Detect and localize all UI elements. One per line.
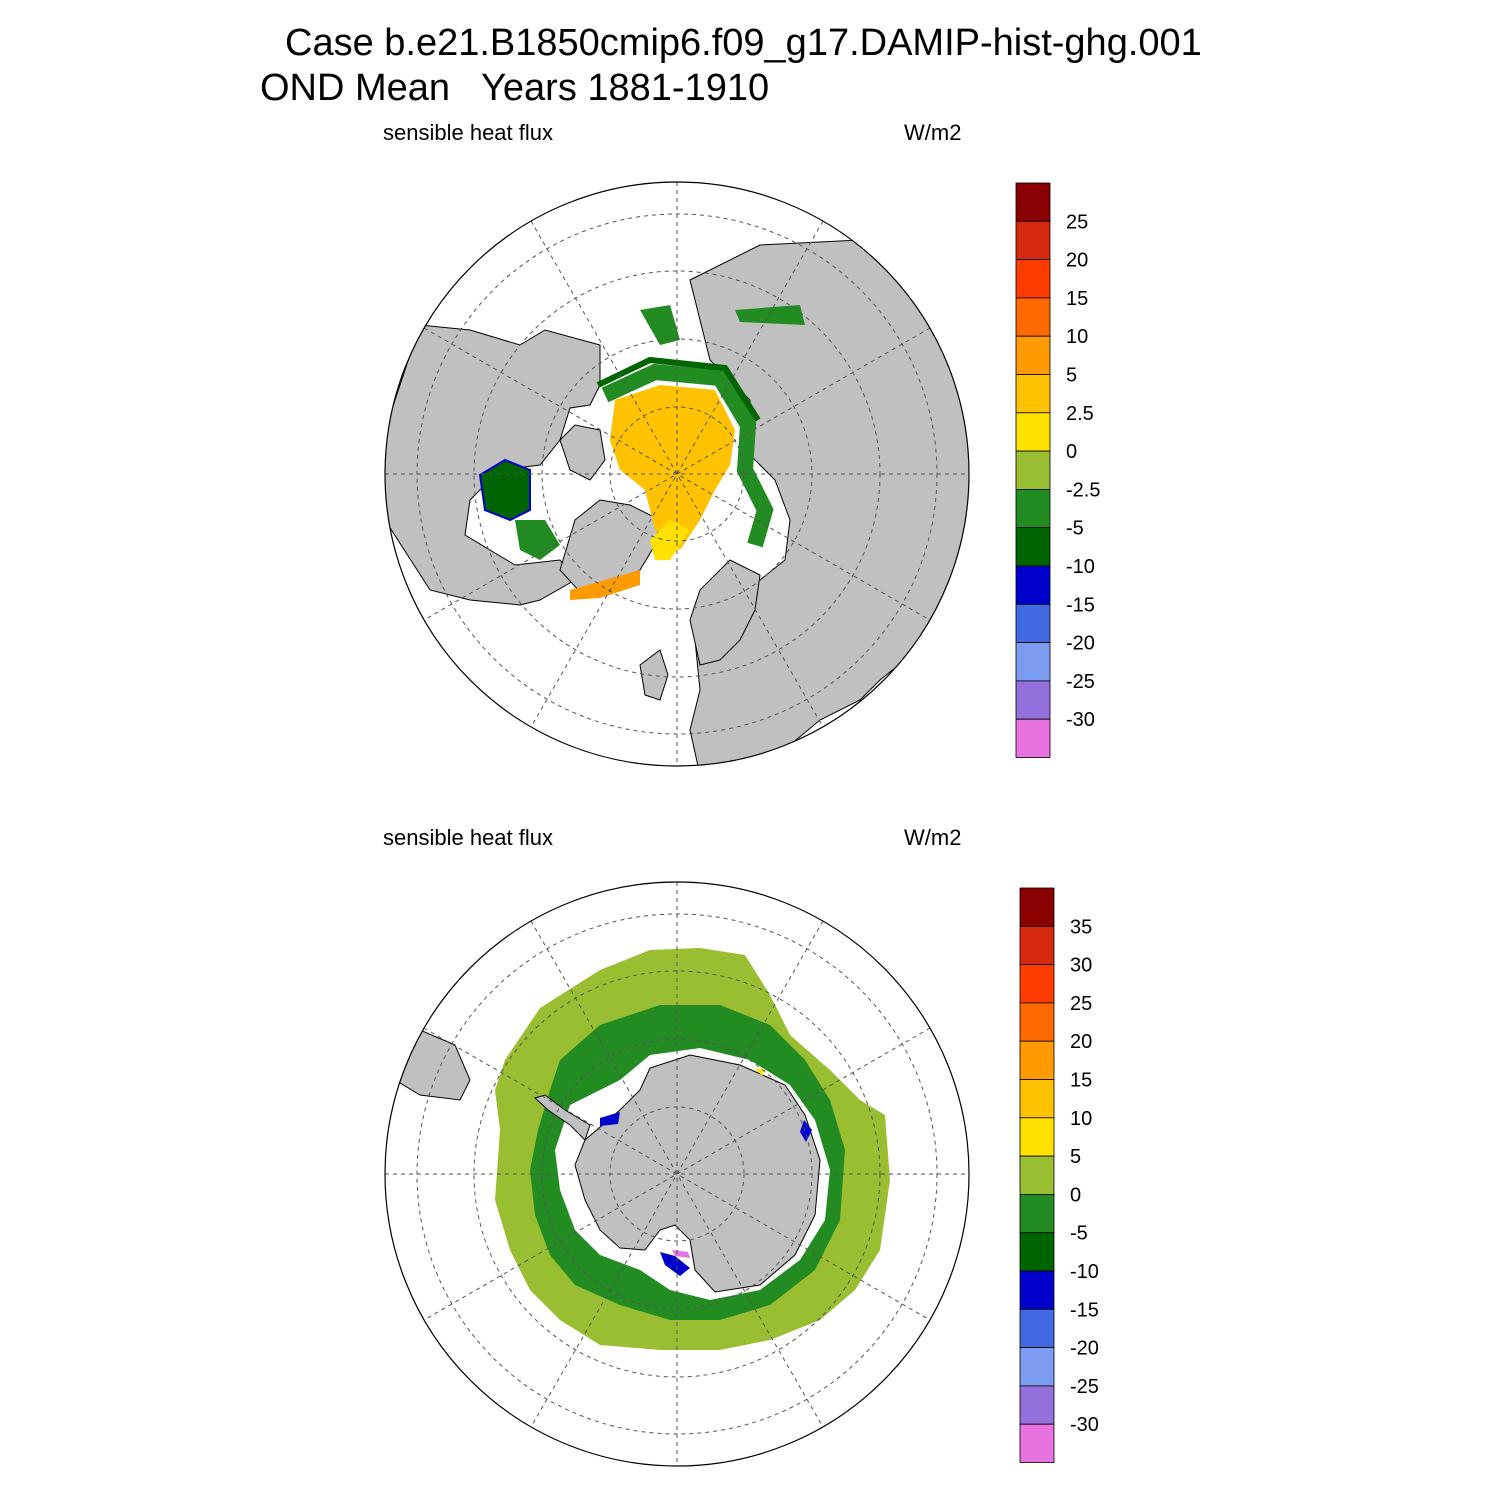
south-colorbar-swatch [1019,1002,1055,1042]
south-colorbar-swatch [1019,887,1055,927]
north-colorbar-swatch [1015,718,1051,758]
north-colorbar-swatch [1015,220,1051,261]
north-colorbar-tick-label: -5 [1066,518,1084,540]
south-colorbar-swatch [1019,1155,1055,1195]
south-colorbar-swatch [1019,1270,1055,1310]
south-colorbar-tick-label: 35 [1070,916,1092,938]
figure-title-period: OND Mean Years 1881-1910 [260,67,769,109]
north-colorbar-tick-label: 15 [1066,288,1088,310]
north-colorbar-tick-label: -15 [1066,594,1095,616]
north-flux-hudson-bay [478,458,531,522]
north-colorbar-swatch [1015,680,1051,720]
north-colorbar-swatch [1015,527,1051,567]
north-colorbar-tick-label: -10 [1066,556,1095,578]
north-colorbar-swatch [1015,565,1051,605]
north-colorbar-swatch [1015,297,1051,337]
north-flux-bering-strip [735,305,805,325]
south-land-peninsula [534,1094,591,1141]
south-units-label: W/m2 [904,825,961,850]
north-colorbar-tick-label: 10 [1066,326,1088,348]
north-colorbar-tick-label: 0 [1066,441,1077,463]
north-colorbar-tick-label: -2.5 [1066,479,1100,501]
south-flux-east-polynya [800,1120,812,1142]
north-units-label: W/m2 [904,120,961,145]
south-colorbar-swatch [1019,1347,1055,1387]
north-colorbar-swatch [1015,642,1051,682]
north-colorbar-tick-label: 2.5 [1066,403,1094,425]
south-colorbar-swatch [1019,1079,1055,1119]
north-colorbar-swatch [1015,488,1051,529]
north-colorbar-tick-label: 20 [1066,250,1088,272]
south-variable-label: sensible heat flux [383,825,553,850]
north-colorbar-tick-label: -30 [1066,709,1095,731]
north-colorbar-swatch [1015,450,1051,490]
south-colorbar-swatch [1019,1385,1055,1425]
north-land-british-isles [639,649,669,701]
north-colorbar: 25 20 15 10 5 2.5 0 -2.5 -5 -10 -15 -20 -25 -30 [1015,182,1100,758]
north-flux-arctic-positive [610,385,735,550]
north-flux-arctic-ring [601,363,774,548]
south-flux-ross-polynya [660,1252,690,1276]
north-flux-arctic-ring-outer [596,356,761,422]
south-colorbar-tick-label: -30 [1070,1414,1099,1436]
south-colorbar-tick-label: 20 [1070,1031,1092,1053]
north-variable-label: sensible heat flux [383,120,553,145]
south-colorbar-tick-label: -25 [1070,1376,1099,1398]
south-colorbar-swatch [1019,1232,1055,1272]
north-map-border [384,181,970,767]
south-flux-weddell-polynya [600,1112,620,1126]
south-colorbar-swatch [1019,1117,1055,1157]
north-colorbar-swatch [1015,182,1051,222]
north-flux-greenland-coast [570,570,640,600]
south-colorbar-swatch [1019,1040,1055,1080]
south-colorbar-tick-label: -20 [1070,1338,1099,1360]
north-graticule [385,182,969,766]
south-colorbar-tick-label: 30 [1070,955,1092,977]
north-colorbar-tick-label: 25 [1066,211,1088,233]
south-colorbar-tick-label: 5 [1070,1146,1081,1168]
south-colorbar-tick-label: 0 [1070,1184,1081,1206]
south-colorbar-tick-label: 15 [1070,1070,1092,1092]
north-colorbar-swatch [1015,335,1051,375]
figure-title-case: Case b.e21.B1850cmip6.f09_g17.DAMIP-hist… [285,22,1202,64]
north-colorbar-tick-label: 5 [1066,365,1077,387]
south-colorbar-tick-label: -15 [1070,1299,1099,1321]
south-colorbar-swatch [1019,1308,1055,1349]
north-colorbar-swatch [1015,603,1051,643]
south-colorbar-tick-label: 10 [1070,1108,1092,1130]
south-colorbar-tick-label: -10 [1070,1261,1099,1283]
south-polar-map [384,881,970,1467]
south-colorbar-swatch [1019,1194,1055,1234]
south-colorbar-swatch [1019,1423,1055,1463]
north-colorbar-swatch [1015,374,1051,414]
north-colorbar-tick-label: -25 [1066,671,1095,693]
north-flux-pacific-strip [640,305,680,345]
south-map-border [384,881,970,1467]
north-polar-map [384,181,970,767]
south-colorbar-swatch [1019,925,1055,965]
south-graticule [385,882,969,1466]
north-colorbar-tick-label: -20 [1066,633,1095,655]
north-land-archipelago [559,424,606,481]
north-colorbar-swatch [1015,259,1051,299]
south-colorbar: 35 30 25 20 15 10 5 0 -5 -10 -15 -20 -25 -30 [1019,887,1099,1463]
north-flux-labrador [515,520,560,560]
south-colorbar-tick-label: 25 [1070,993,1092,1015]
north-colorbar-swatch [1015,412,1051,452]
north-flux-fram-strait [650,520,690,560]
south-colorbar-swatch [1019,964,1055,1004]
south-colorbar-tick-label: -5 [1070,1223,1088,1245]
